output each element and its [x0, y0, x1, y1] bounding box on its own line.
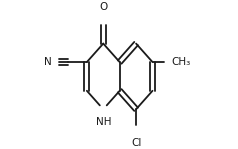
- Text: NH: NH: [95, 117, 111, 127]
- Text: N: N: [44, 57, 51, 67]
- Text: CH₃: CH₃: [172, 57, 191, 67]
- Text: Cl: Cl: [131, 138, 141, 148]
- Text: O: O: [99, 2, 107, 12]
